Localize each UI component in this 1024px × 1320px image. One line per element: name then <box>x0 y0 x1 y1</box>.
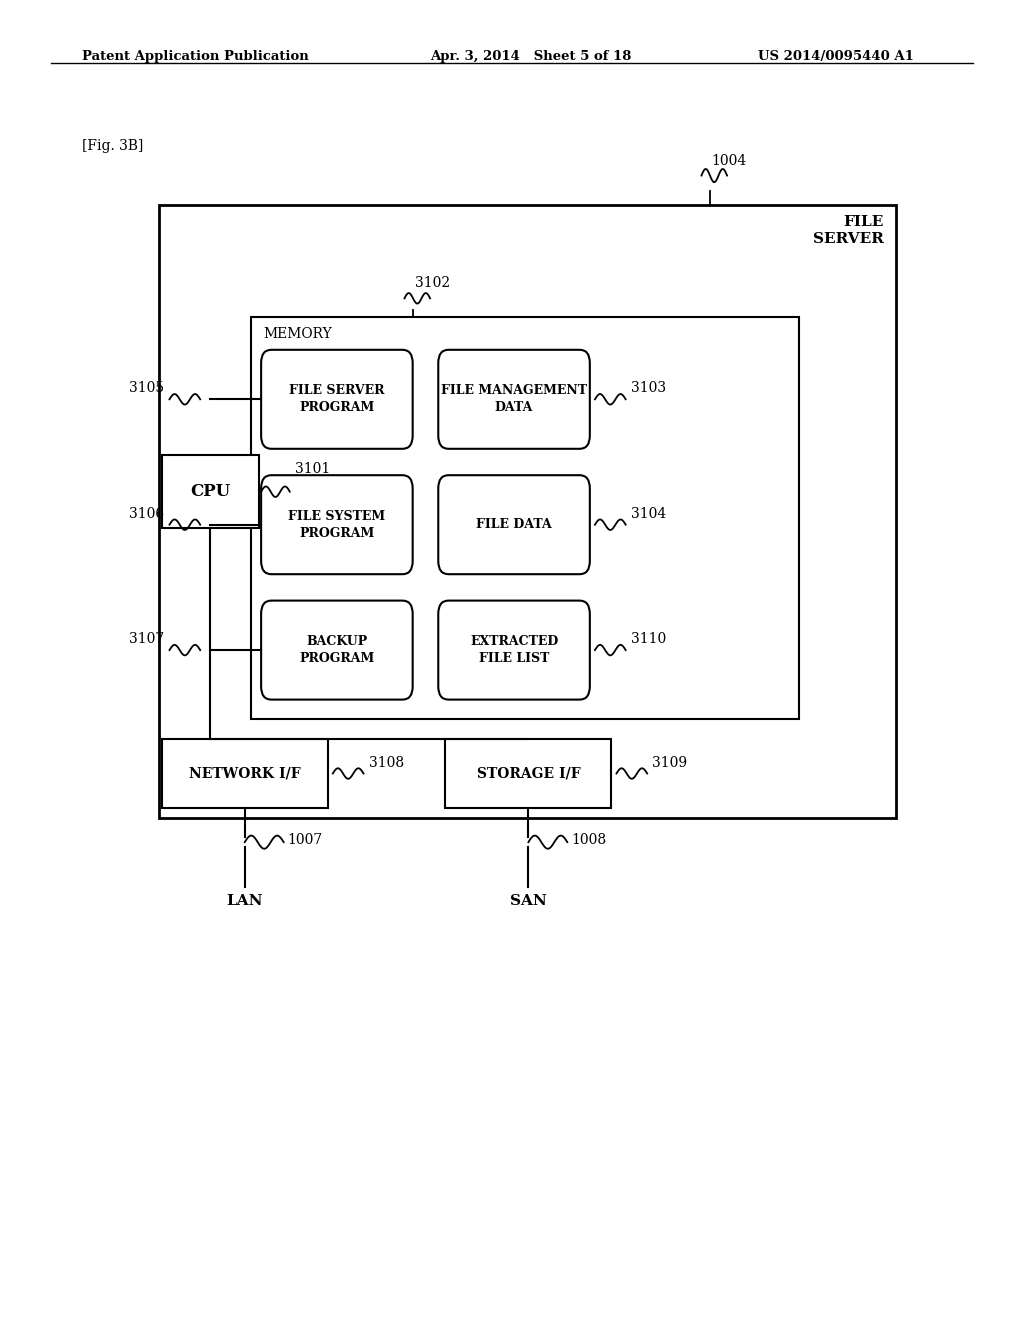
FancyBboxPatch shape <box>162 455 259 528</box>
Text: 3101: 3101 <box>295 462 330 477</box>
Text: 3110: 3110 <box>631 632 666 647</box>
Text: FILE DATA: FILE DATA <box>476 519 552 531</box>
FancyBboxPatch shape <box>159 205 896 818</box>
Text: CPU: CPU <box>190 483 230 500</box>
Text: FILE SERVER
PROGRAM: FILE SERVER PROGRAM <box>289 384 385 414</box>
Text: NETWORK I/F: NETWORK I/F <box>188 767 301 780</box>
FancyBboxPatch shape <box>261 350 413 449</box>
Text: 3107: 3107 <box>129 632 165 647</box>
FancyBboxPatch shape <box>261 601 413 700</box>
Text: 3108: 3108 <box>369 755 403 770</box>
Text: BACKUP
PROGRAM: BACKUP PROGRAM <box>299 635 375 665</box>
Text: FILE
SERVER: FILE SERVER <box>813 215 884 247</box>
Text: Patent Application Publication: Patent Application Publication <box>82 50 308 63</box>
Text: MEMORY: MEMORY <box>263 327 332 342</box>
Text: STORAGE I/F: STORAGE I/F <box>476 767 581 780</box>
Text: LAN: LAN <box>226 894 263 908</box>
Text: EXTRACTED
FILE LIST: EXTRACTED FILE LIST <box>470 635 558 665</box>
Text: 3106: 3106 <box>129 507 165 521</box>
FancyBboxPatch shape <box>445 739 611 808</box>
Text: 1008: 1008 <box>571 833 606 846</box>
Text: 3105: 3105 <box>129 381 165 396</box>
Text: FILE SYSTEM
PROGRAM: FILE SYSTEM PROGRAM <box>289 510 385 540</box>
Text: 3103: 3103 <box>631 381 666 396</box>
FancyBboxPatch shape <box>162 739 328 808</box>
Text: US 2014/0095440 A1: US 2014/0095440 A1 <box>758 50 913 63</box>
Text: SAN: SAN <box>510 894 547 908</box>
Text: FILE MANAGEMENT
DATA: FILE MANAGEMENT DATA <box>441 384 587 414</box>
Text: 3104: 3104 <box>631 507 666 521</box>
FancyBboxPatch shape <box>251 317 799 719</box>
FancyBboxPatch shape <box>438 601 590 700</box>
Text: 1004: 1004 <box>712 153 746 168</box>
Text: 1007: 1007 <box>288 833 323 846</box>
FancyBboxPatch shape <box>438 350 590 449</box>
FancyBboxPatch shape <box>261 475 413 574</box>
FancyBboxPatch shape <box>438 475 590 574</box>
Text: 3109: 3109 <box>652 755 687 770</box>
Text: Apr. 3, 2014   Sheet 5 of 18: Apr. 3, 2014 Sheet 5 of 18 <box>430 50 632 63</box>
Text: [Fig. 3B]: [Fig. 3B] <box>82 139 143 153</box>
Text: 3102: 3102 <box>415 276 450 290</box>
